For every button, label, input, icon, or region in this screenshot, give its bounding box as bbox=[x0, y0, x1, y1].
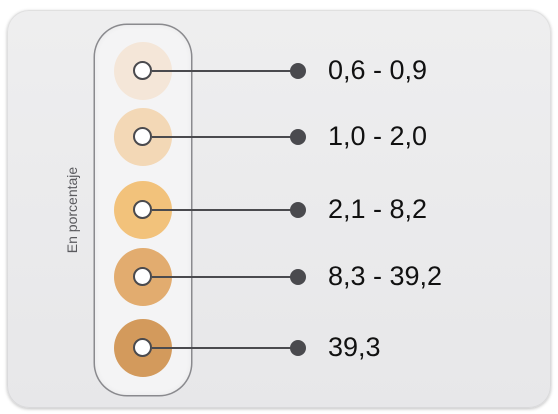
legend-item-label: 8,3 - 39,2 bbox=[328, 261, 443, 291]
legend-item: 8,3 - 39,2 bbox=[0, 244, 558, 306]
legend-item-label: 1,0 - 2,0 bbox=[328, 121, 428, 151]
connector-dot-icon bbox=[290, 63, 306, 79]
connector-line bbox=[152, 209, 296, 211]
connector-line bbox=[152, 276, 296, 278]
legend-item: 2,1 - 8,2 bbox=[0, 177, 558, 239]
connector-node-icon bbox=[133, 200, 152, 219]
connector-dot-icon bbox=[290, 129, 306, 145]
legend-item: 0,6 - 0,9 bbox=[0, 38, 558, 100]
connector-line bbox=[152, 347, 296, 349]
legend-item: 39,3 bbox=[0, 315, 558, 377]
connector-dot-icon bbox=[290, 340, 306, 356]
connector-line bbox=[152, 70, 296, 72]
connector-dot-icon bbox=[290, 269, 306, 285]
connector-line bbox=[152, 136, 296, 138]
connector-node-icon bbox=[133, 127, 152, 146]
legend-item-label: 0,6 - 0,9 bbox=[328, 55, 428, 85]
connector-node-icon bbox=[133, 338, 152, 357]
legend-item-label: 2,1 - 8,2 bbox=[328, 194, 428, 224]
legend-item-label: 39,3 bbox=[328, 332, 381, 362]
connector-node-icon bbox=[133, 61, 152, 80]
connector-dot-icon bbox=[290, 202, 306, 218]
legend-item: 1,0 - 2,0 bbox=[0, 104, 558, 166]
connector-node-icon bbox=[133, 267, 152, 286]
